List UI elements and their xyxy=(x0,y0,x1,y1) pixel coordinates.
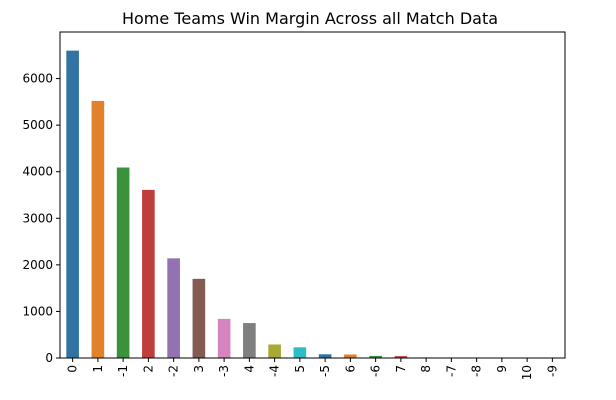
bar--1 xyxy=(116,167,130,358)
bar-1 xyxy=(91,100,105,359)
x-tick-label: -7 xyxy=(444,365,458,377)
bar-3 xyxy=(192,278,206,358)
bar--4 xyxy=(268,344,281,358)
bars-group xyxy=(66,50,559,359)
x-tick-label: -4 xyxy=(268,365,282,377)
x-tick-label: -1 xyxy=(116,365,130,377)
y-tick-label: 5000 xyxy=(22,118,53,132)
x-tick-label: 3 xyxy=(192,365,206,373)
x-tick-label: 6 xyxy=(343,365,357,373)
x-tick-label: 9 xyxy=(495,365,509,373)
bar-6 xyxy=(344,354,357,358)
x-tick-label: -5 xyxy=(318,365,332,377)
y-tick-label: 3000 xyxy=(22,211,53,225)
x-tick-label: 7 xyxy=(394,365,408,373)
x-tick-label: -9 xyxy=(545,365,559,377)
x-tick-label: 0 xyxy=(66,365,80,373)
x-tick-label: 2 xyxy=(141,365,155,373)
x-tick-label: -6 xyxy=(369,365,383,377)
bar--6 xyxy=(369,355,382,358)
y-tick-label: 2000 xyxy=(22,258,53,272)
bar-4 xyxy=(243,323,256,358)
y-tick-label: 1000 xyxy=(22,304,53,318)
bar--3 xyxy=(217,318,231,358)
plot-frame xyxy=(59,31,566,359)
x-tick-label: 5 xyxy=(293,365,307,373)
x-tick-label: -8 xyxy=(470,365,484,377)
bar-0 xyxy=(66,50,79,358)
bar-7 xyxy=(394,356,408,358)
x-tick-label: 8 xyxy=(419,365,433,373)
y-axis: 0 1000 2000 3000 4000 5000 6000 xyxy=(22,72,60,365)
x-axis: 0 1 -1 2 -2 3 -3 4 -4 5 -5 6 -6 7 8 -7 -8 9 10 -9 xyxy=(66,358,559,380)
chart-title: Home Teams Win Margin Across all Match D… xyxy=(122,9,498,28)
bar-5 xyxy=(293,347,307,358)
bar--5 xyxy=(318,354,332,358)
x-tick-label: 4 xyxy=(242,365,256,373)
y-tick-label: 6000 xyxy=(22,72,53,86)
x-tick-label: 1 xyxy=(91,365,105,373)
y-tick-label: 0 xyxy=(45,351,53,365)
x-tick-label: -2 xyxy=(167,365,181,377)
x-tick-label: -3 xyxy=(217,365,231,377)
bar--2 xyxy=(167,258,180,358)
y-tick-label: 4000 xyxy=(22,165,53,179)
bar-2 xyxy=(142,189,155,358)
x-tick-label: 10 xyxy=(520,365,534,380)
